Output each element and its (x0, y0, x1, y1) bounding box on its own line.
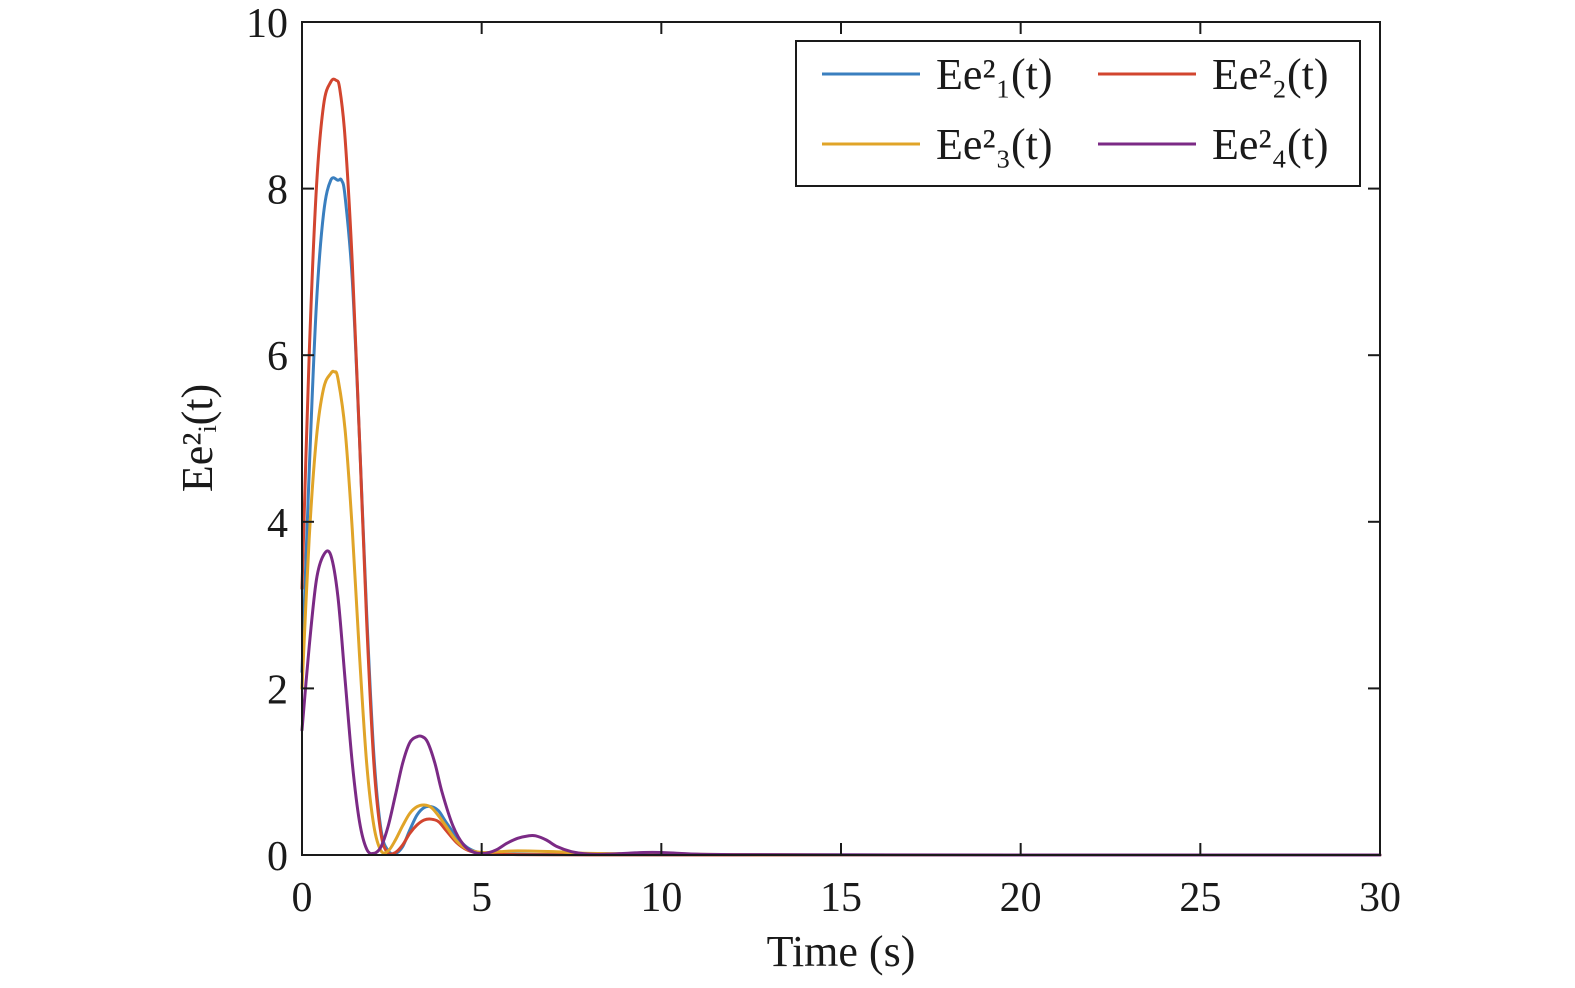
x-tick-label: 15 (820, 875, 862, 921)
y-tick-label: 0 (267, 834, 288, 880)
y-axis-ticks: 0 2 4 6 8 10 (246, 1, 1380, 880)
legend-item-4: Ee²₄(t) (1098, 120, 1328, 169)
y-tick-label: 8 (267, 168, 288, 214)
legend-item-3: Ee²₃(t) (822, 120, 1052, 169)
x-axis-title: Time (s) (767, 927, 916, 976)
legend-label: Ee²₃(t) (936, 120, 1052, 169)
x-tick-label: 5 (471, 875, 492, 921)
x-tick-label: 30 (1359, 875, 1401, 921)
legend-label: Ee²₂(t) (1212, 50, 1328, 99)
legend-box (795, 40, 1361, 187)
y-tick-label: 10 (246, 1, 288, 47)
x-tick-label: 0 (292, 875, 313, 921)
y-tick-label: 2 (267, 667, 288, 713)
legend: Ee²₁(t) Ee²₂(t) Ee²₃(t) Ee²₄(t) (795, 40, 1361, 187)
legend-item-2: Ee²₂(t) (1098, 50, 1328, 99)
legend-label: Ee²₄(t) (1212, 120, 1328, 169)
x-axis-ticks: 0 5 10 15 20 25 30 (292, 22, 1401, 921)
x-tick-label: 10 (640, 875, 682, 921)
x-tick-label: 20 (1000, 875, 1042, 921)
x-tick-label: 25 (1179, 875, 1221, 921)
legend-items: Ee²₁(t) Ee²₂(t) Ee²₃(t) Ee²₄(t) (822, 50, 1328, 169)
y-tick-label: 4 (267, 501, 288, 547)
legend-item-1: Ee²₁(t) (822, 50, 1052, 99)
y-tick-label: 6 (267, 334, 288, 380)
y-axis-title: Ee²ᵢ(t) (173, 384, 222, 492)
legend-label: Ee²₁(t) (936, 50, 1052, 99)
series-line-4 (300, 549, 1382, 857)
